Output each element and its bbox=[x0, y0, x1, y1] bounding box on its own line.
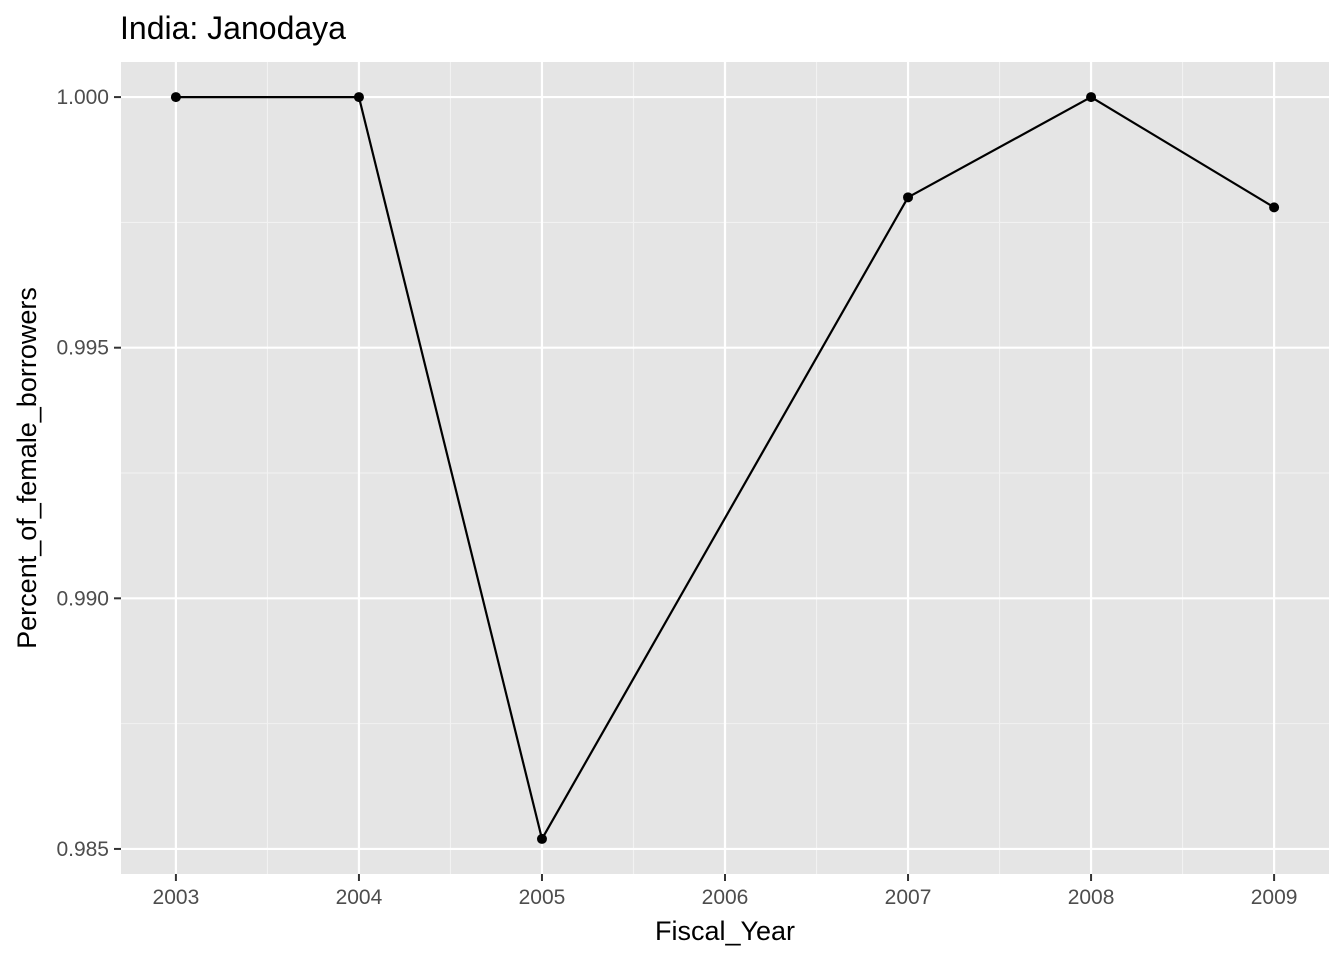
data-point bbox=[170, 92, 181, 103]
series-line bbox=[175, 95, 1275, 841]
data-series bbox=[170, 92, 1280, 844]
x-tick-label: 2008 bbox=[1068, 886, 1115, 909]
axis-ticks bbox=[114, 96, 1276, 881]
y-tick-label: 1.000 bbox=[56, 86, 109, 109]
x-tick-label: 2003 bbox=[153, 886, 200, 909]
x-tick-label: 2004 bbox=[336, 886, 383, 909]
data-point bbox=[903, 192, 914, 203]
x-tick-label: 2005 bbox=[519, 886, 566, 909]
y-axis-title: Percent_of_female_borrowers bbox=[12, 287, 42, 649]
x-tick-label: 2007 bbox=[885, 886, 932, 909]
tick-labels: 2003 2004 2005 2006 2007 2008 2009 0.985 0.990 0.… bbox=[56, 86, 1297, 909]
data-point bbox=[353, 92, 364, 103]
x-tick-label: 2006 bbox=[702, 886, 749, 909]
data-point bbox=[1086, 92, 1097, 103]
data-point bbox=[536, 833, 547, 844]
data-point bbox=[1269, 202, 1280, 213]
major-gridlines bbox=[121, 62, 1329, 874]
chart-title: India: Janodaya bbox=[120, 10, 346, 46]
y-tick-label: 0.990 bbox=[56, 587, 109, 610]
y-tick-label: 0.995 bbox=[56, 337, 109, 360]
x-axis-title: Fiscal_Year bbox=[655, 916, 795, 946]
y-tick-label: 0.985 bbox=[56, 838, 109, 861]
x-tick-label: 2009 bbox=[1251, 886, 1298, 909]
